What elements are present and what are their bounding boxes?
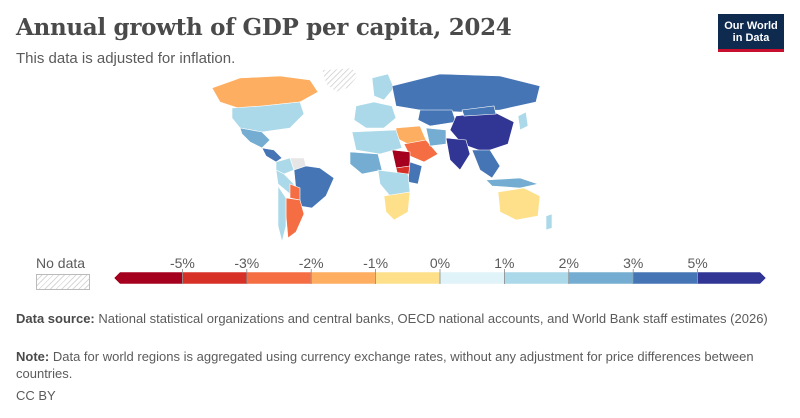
country-argentina[interactable]: [285, 197, 305, 239]
country-west-africa[interactable]: [349, 151, 383, 175]
legend-bin: [439, 271, 505, 285]
country-kazakhstan[interactable]: [417, 109, 457, 127]
legend-tick-label: 5%: [687, 255, 708, 271]
legend-bin: [632, 271, 698, 285]
no-data-swatch: [36, 274, 90, 290]
note-text: Data for world regions is aggregated usi…: [16, 349, 754, 381]
country-sudan[interactable]: [391, 149, 411, 169]
country-north-africa[interactable]: [351, 129, 403, 155]
source-text: National statistical organizations and c…: [98, 311, 768, 326]
legend-bin: [504, 271, 570, 285]
country-colombia[interactable]: [275, 157, 295, 175]
country-southeast-asia[interactable]: [471, 149, 501, 179]
logo-line-1: Our World: [724, 19, 778, 32]
legend-bin: [310, 271, 376, 285]
legend-bar: [113, 269, 767, 285]
country-usa[interactable]: [231, 101, 305, 133]
country-central-africa[interactable]: [377, 169, 411, 197]
world-map-svg[interactable]: [0, 66, 800, 246]
legend-bin: [182, 271, 248, 285]
legend-bin: [113, 271, 183, 285]
legend-tick-label: -2%: [298, 255, 324, 271]
country-russia[interactable]: [391, 73, 541, 113]
country-central-america[interactable]: [261, 147, 283, 163]
color-legend: -5% -3% -2% -1% 0% 1% 2% 3% 5%: [110, 252, 770, 292]
logo-line-2: in Data: [732, 31, 770, 44]
legend-tick-label: 1%: [494, 255, 515, 271]
legend-tick-label: 2%: [558, 255, 579, 271]
world-map[interactable]: [0, 66, 800, 246]
country-japan[interactable]: [517, 111, 529, 131]
country-iran[interactable]: [425, 127, 447, 147]
country-australia[interactable]: [497, 187, 541, 221]
country-canada[interactable]: [211, 75, 319, 109]
country-southern-africa[interactable]: [383, 191, 411, 221]
legend-tick-label: 3%: [623, 255, 644, 271]
legend-tick-label: -1%: [363, 255, 389, 271]
country-scandinavia[interactable]: [371, 73, 395, 101]
country-india[interactable]: [445, 137, 471, 171]
country-chile[interactable]: [277, 185, 287, 243]
country-greenland[interactable]: [321, 67, 359, 93]
legend-bin: [568, 271, 634, 285]
note: Note: Data for world regions is aggregat…: [16, 348, 786, 382]
no-data-label: No data: [36, 255, 86, 271]
country-europe[interactable]: [353, 101, 397, 129]
legend-bin: [375, 271, 441, 285]
country-indonesia[interactable]: [485, 177, 540, 189]
legend-tick-label: -5%: [169, 255, 195, 271]
country-east-africa[interactable]: [407, 161, 423, 185]
country-new-zealand[interactable]: [545, 213, 553, 231]
legend-tick-label: 0%: [429, 255, 451, 271]
note-label: Note:: [16, 349, 50, 364]
chart-title: Annual growth of GDP per capita, 2024: [16, 14, 512, 41]
source-label: Data source:: [16, 311, 95, 326]
country-mongolia[interactable]: [461, 105, 497, 117]
owid-logo[interactable]: Our World in Data: [718, 14, 784, 52]
license[interactable]: CC BY: [16, 388, 56, 403]
legend-tick-label: -3%: [234, 255, 260, 271]
legend-bin: [246, 271, 312, 285]
chart-subtitle: This data is adjusted for inflation.: [16, 50, 236, 67]
legend-bin: [697, 271, 767, 285]
data-source: Data source: National statistical organi…: [16, 310, 786, 327]
